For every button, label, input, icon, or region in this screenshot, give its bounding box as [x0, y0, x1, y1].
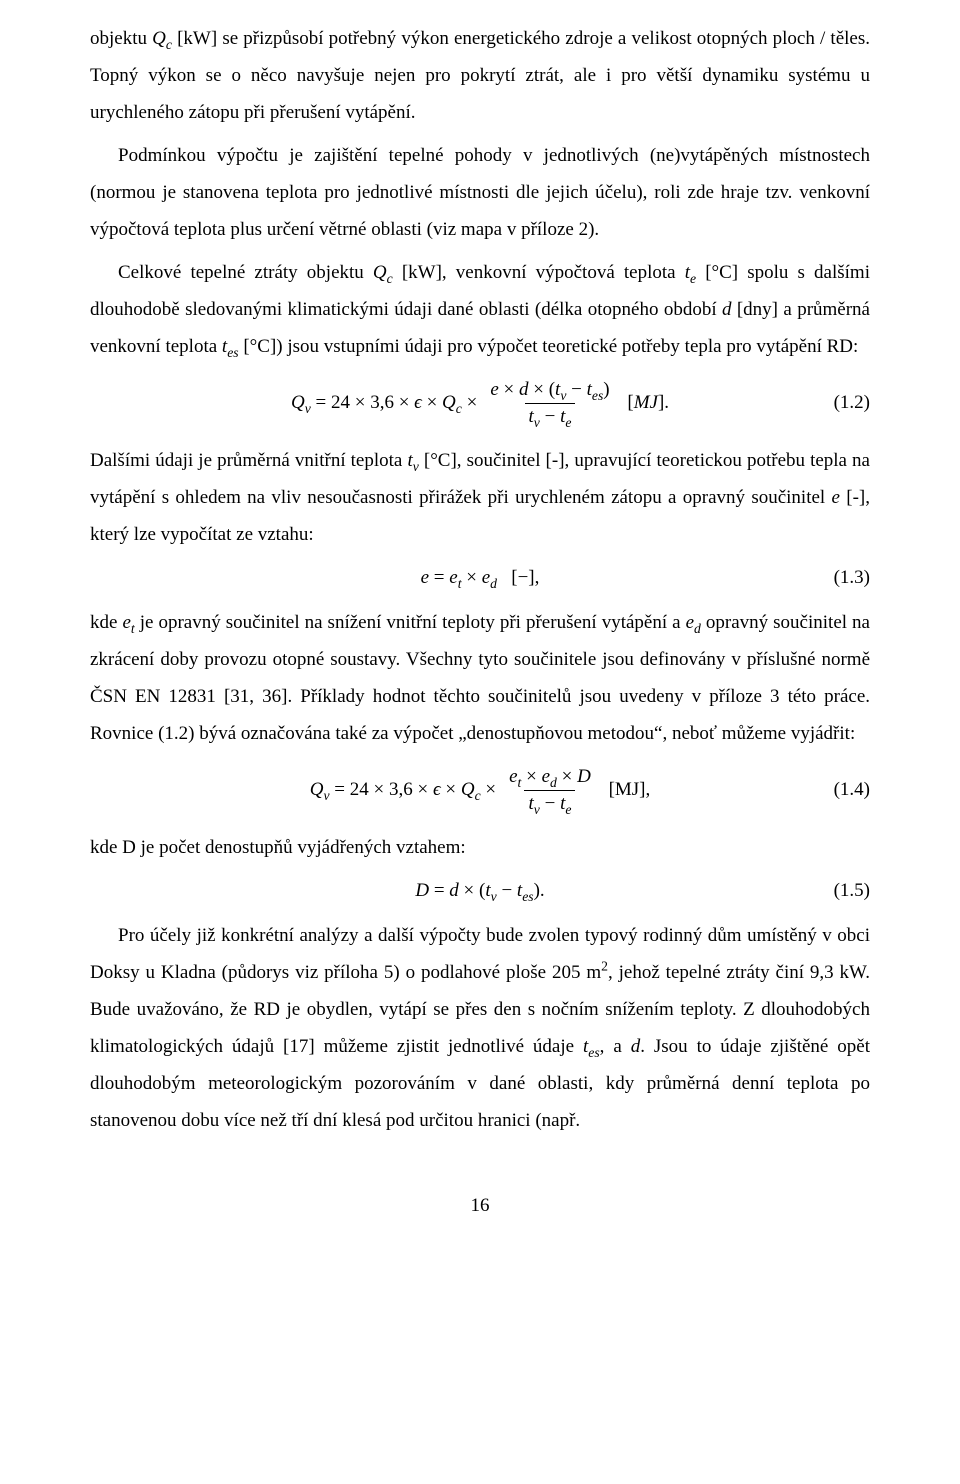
paragraph-2: Podmínkou výpočtu je zajištění tepelné p…	[90, 137, 870, 248]
paragraph-7: Pro účely již konkrétní analýzy a další …	[90, 917, 870, 1139]
equation-1-5: D = d × (tv − tes). (1.5)	[90, 880, 870, 903]
equation-1-2: Qv = 24 × 3,6 × ϵ × Qc × e × d × (tv − t…	[90, 379, 870, 428]
paragraph-5: kde et je opravný součinitel na snížení …	[90, 604, 870, 752]
paragraph-6: kde D je počet denostupňů vyjádřených vz…	[90, 829, 870, 866]
page-number: 16	[90, 1187, 870, 1224]
equation-number-1-3: (1.3)	[834, 567, 870, 590]
equation-number-1-2: (1.2)	[834, 392, 870, 415]
paragraph-3: Celkové tepelné ztráty objektu Qc [kW], …	[90, 254, 870, 365]
page: objektu Qc [kW] se přizpůsobí potřebný v…	[0, 0, 960, 1484]
equation-number-1-4: (1.4)	[834, 779, 870, 802]
paragraph-1: objektu Qc [kW] se přizpůsobí potřebný v…	[90, 20, 870, 131]
paragraph-4: Dalšími údaji je průměrná vnitřní teplot…	[90, 442, 870, 553]
equation-1-3: e = et × ed [−], (1.3)	[90, 567, 870, 590]
equation-number-1-5: (1.5)	[834, 880, 870, 903]
equation-1-4: Qv = 24 × 3,6 × ϵ × Qc × et × ed × D tv …	[90, 766, 870, 815]
